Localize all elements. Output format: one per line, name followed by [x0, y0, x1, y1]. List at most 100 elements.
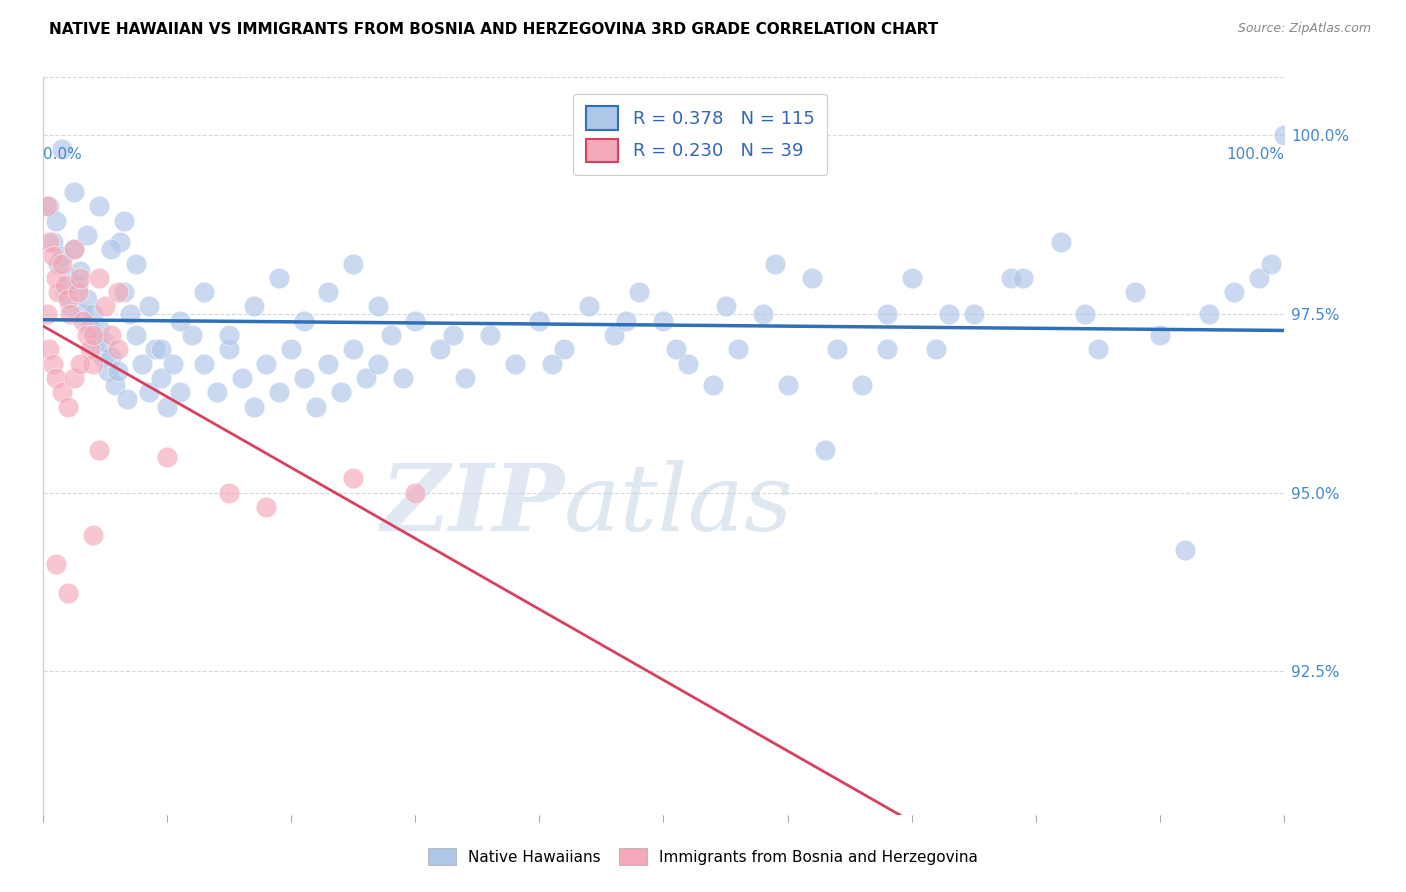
Point — [117, 392, 139, 407]
Point — [1012, 270, 1035, 285]
Point — [776, 378, 799, 392]
Point — [1049, 235, 1071, 249]
Point — [256, 357, 278, 371]
Point — [814, 442, 837, 457]
Legend: R = 0.378   N = 115, R = 0.230   N = 39: R = 0.378 N = 115, R = 0.230 N = 39 — [574, 94, 827, 175]
Point — [131, 357, 153, 371]
Point — [1123, 285, 1146, 300]
Point — [100, 350, 122, 364]
Point — [342, 256, 364, 270]
Point — [69, 357, 91, 371]
Point — [367, 300, 389, 314]
Point — [441, 328, 464, 343]
Text: ZIP: ZIP — [380, 460, 564, 550]
Point — [218, 343, 240, 357]
Point — [380, 328, 402, 343]
Point — [108, 235, 131, 249]
Point — [678, 357, 700, 371]
Point — [125, 256, 148, 270]
Point — [79, 343, 101, 357]
Point — [702, 378, 724, 392]
Point — [44, 213, 66, 227]
Point — [169, 385, 191, 400]
Point — [46, 256, 69, 270]
Point — [169, 314, 191, 328]
Point — [38, 235, 60, 249]
Point — [963, 307, 986, 321]
Point — [118, 307, 141, 321]
Point — [404, 485, 426, 500]
Point — [1149, 328, 1171, 343]
Point — [35, 307, 58, 321]
Point — [125, 328, 148, 343]
Point — [540, 357, 562, 371]
Point — [76, 293, 98, 307]
Point — [503, 357, 526, 371]
Point — [107, 285, 129, 300]
Point — [1223, 285, 1246, 300]
Point — [87, 442, 110, 457]
Point — [292, 314, 315, 328]
Point — [156, 450, 179, 464]
Point — [900, 270, 922, 285]
Point — [51, 385, 73, 400]
Text: atlas: atlas — [564, 460, 794, 550]
Point — [66, 277, 89, 292]
Point — [553, 343, 575, 357]
Point — [318, 285, 340, 300]
Point — [79, 321, 101, 335]
Point — [478, 328, 501, 343]
Point — [181, 328, 204, 343]
Point — [1198, 307, 1220, 321]
Point — [63, 242, 86, 256]
Point — [94, 300, 117, 314]
Point — [876, 307, 898, 321]
Point — [162, 357, 184, 371]
Point — [367, 357, 389, 371]
Point — [652, 314, 675, 328]
Point — [342, 343, 364, 357]
Point — [392, 371, 415, 385]
Point — [714, 300, 737, 314]
Point — [63, 242, 86, 256]
Point — [156, 400, 179, 414]
Point — [91, 350, 114, 364]
Point — [938, 307, 960, 321]
Point — [55, 285, 77, 300]
Point — [56, 400, 79, 414]
Point — [100, 328, 122, 343]
Point — [104, 378, 127, 392]
Point — [87, 321, 110, 335]
Point — [1272, 128, 1295, 142]
Point — [243, 400, 266, 414]
Point — [454, 371, 477, 385]
Point — [1000, 270, 1022, 285]
Point — [112, 213, 135, 227]
Point — [925, 343, 948, 357]
Point — [218, 328, 240, 343]
Point — [150, 371, 173, 385]
Point — [404, 314, 426, 328]
Point — [59, 300, 82, 314]
Point — [205, 385, 228, 400]
Point — [72, 314, 94, 328]
Point — [256, 500, 278, 514]
Point — [107, 364, 129, 378]
Point — [143, 343, 166, 357]
Point — [1247, 270, 1270, 285]
Point — [292, 371, 315, 385]
Point — [44, 557, 66, 571]
Point — [342, 471, 364, 485]
Point — [56, 270, 79, 285]
Point — [51, 256, 73, 270]
Text: 100.0%: 100.0% — [1226, 147, 1284, 162]
Point — [38, 343, 60, 357]
Point — [82, 328, 104, 343]
Point — [193, 357, 215, 371]
Point — [72, 307, 94, 321]
Point — [42, 357, 65, 371]
Point — [51, 249, 73, 263]
Point — [267, 270, 290, 285]
Point — [63, 185, 86, 199]
Point — [112, 285, 135, 300]
